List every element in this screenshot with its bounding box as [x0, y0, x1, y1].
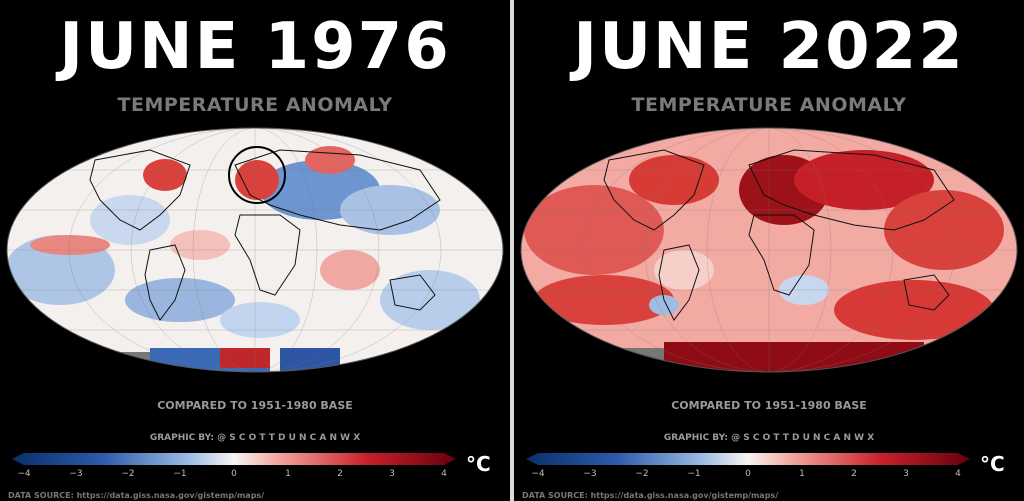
colorbar-tick: 3	[903, 469, 909, 479]
colorbar-tick: −3	[583, 469, 596, 479]
colorbar-tick: 4	[955, 469, 961, 479]
colorbar-tick: −1	[687, 469, 700, 479]
data-source: DATA SOURCE: https://data.giss.nasa.gov/…	[522, 491, 779, 500]
colorbar-tick: −4	[17, 469, 31, 479]
colorbar-tick: 1	[285, 469, 291, 479]
colorbar-tick: 0	[745, 469, 751, 479]
baseline-note: COMPARED TO 1951-1980 BASE	[157, 399, 353, 412]
colorbar: −4 −3 −2 −1 0 1 2 3 4	[526, 453, 970, 479]
colorbar: −4 −3 −2 −1 0 1 2 3 4	[12, 453, 456, 479]
graphic-credit: GRAPHIC BY: @ S C O T T D U N C A N W X	[149, 433, 361, 443]
colorbar-tick: 2	[851, 469, 857, 479]
anomaly-map	[6, 127, 504, 373]
colorbar-tick: −2	[635, 469, 648, 479]
panel-subtitle: TEMPERATURE ANOMALY	[117, 94, 393, 116]
europe-highlight-circle	[228, 146, 286, 204]
panel-june-2022: JUNE 2022 TEMPERATURE ANOMALY	[514, 0, 1024, 501]
colorbar-tick: −4	[531, 469, 545, 479]
colorbar-tick: 1	[799, 469, 805, 479]
data-source: DATA SOURCE: https://data.giss.nasa.gov/…	[8, 491, 265, 500]
panel-title: JUNE 1976	[59, 10, 451, 84]
panel-june-1976: JUNE 1976 TEMPERATURE ANOMALY	[0, 0, 510, 501]
colorbar-tick: −2	[121, 469, 134, 479]
graphic-credit: GRAPHIC BY: @ S C O T T D U N C A N W X	[663, 433, 875, 443]
panel-divider	[510, 0, 514, 501]
colorbar-tick: 4	[441, 469, 447, 479]
panel-title: JUNE 2022	[573, 10, 965, 84]
anomaly-map	[520, 127, 1018, 373]
panel-subtitle: TEMPERATURE ANOMALY	[631, 94, 907, 116]
unit-label: °C	[466, 452, 491, 476]
colorbar-tick: 0	[231, 469, 237, 479]
unit-label: °C	[980, 452, 1005, 476]
colorbar-tick: 3	[389, 469, 395, 479]
baseline-note: COMPARED TO 1951-1980 BASE	[671, 399, 867, 412]
colorbar-tick: −1	[173, 469, 186, 479]
colorbar-tick: 2	[337, 469, 343, 479]
colorbar-tick: −3	[69, 469, 82, 479]
